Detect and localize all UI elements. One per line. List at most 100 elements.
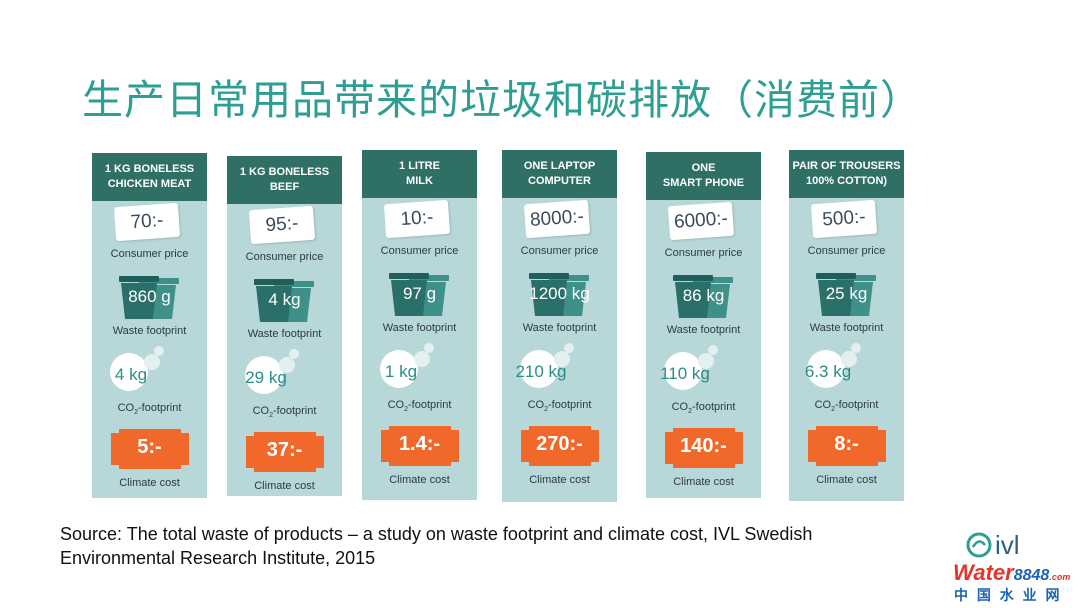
- co2-label-subscript: 2: [544, 406, 548, 414]
- co2-label-subscript: 2: [269, 412, 273, 420]
- product-card: 1 KG BONELESS CHICKEN MEAT 70:- Consumer…: [92, 153, 207, 498]
- co2-footprint-label: CO2-footprint: [227, 405, 342, 419]
- waste-footprint-label: Waste footprint: [522, 322, 597, 334]
- price-tag: 8000:-: [523, 199, 591, 239]
- co2-value: 29 kg: [245, 368, 287, 387]
- price-tag: 95:-: [248, 205, 316, 245]
- water-number-text: 8848: [1013, 567, 1050, 584]
- consumer-price-label: Consumer price: [110, 248, 189, 260]
- co2-value: 1 kg: [384, 362, 418, 381]
- waste-bin-icon: [816, 273, 876, 316]
- product-card: PAIR OF TROUSERS 100% COTTON) 500:- Cons…: [789, 150, 904, 501]
- product-name-line2: SMART PHONE: [662, 177, 745, 189]
- source-line-2: Environmental Research Institute, 2015: [60, 548, 376, 568]
- co2-footprint-label: CO2-footprint: [646, 401, 761, 415]
- co2-footprint-label: CO2-footprint: [789, 399, 904, 413]
- climate-cost-value: 1.4:-: [398, 433, 441, 455]
- consumer-price-label: Consumer price: [664, 247, 743, 259]
- climate-cost-label: Climate cost: [119, 477, 180, 489]
- co2-label-subscript: 2: [831, 406, 835, 414]
- co2-label-prefix: CO: [117, 402, 135, 414]
- product-header: 1 LITRE MILK: [362, 150, 477, 198]
- co2-cloud-icon: [380, 343, 434, 388]
- co2-footprint-label: CO2-footprint: [92, 402, 207, 416]
- co2-cloud-icon: [664, 345, 718, 390]
- source-citation: Source: The total waste of products – a …: [60, 522, 812, 570]
- product-name-line1: 1 LITRE: [399, 160, 440, 172]
- page-title: 生产日常用品带来的垃圾和碳排放（消费前）: [82, 76, 922, 124]
- co2-label-suffix: -footprint: [407, 399, 452, 411]
- waste-value: 25 kg: [825, 284, 868, 303]
- product-header: 1 KG BONELESS CHICKEN MEAT: [92, 153, 207, 201]
- co2-value: 210 kg: [515, 362, 567, 381]
- co2-label-subscript: 2: [688, 408, 692, 416]
- climate-cost-badge: [111, 429, 189, 469]
- product-name-line1: ONE: [691, 162, 716, 174]
- waste-footprint-label: Waste footprint: [666, 324, 741, 336]
- product-card: 1 LITRE MILK 10:- Consumer price 97 g Wa…: [362, 150, 477, 500]
- consumer-price-label: Consumer price: [807, 245, 886, 257]
- climate-cost-label: Climate cost: [529, 474, 590, 486]
- co2-cloud-icon: [110, 346, 164, 391]
- co2-label-prefix: CO: [387, 399, 405, 411]
- climate-cost-badge: [808, 426, 886, 466]
- product-header: ONE SMART PHONE: [646, 152, 761, 200]
- product-name-line1: PAIR OF TROUSERS: [792, 160, 901, 172]
- waste-footprint-label: Waste footprint: [809, 322, 884, 334]
- water-brand-text: Water: [953, 560, 1014, 585]
- climate-cost-badge: [246, 432, 324, 472]
- product-card: ONE LAPTOP COMPUTER 8000:- Consumer pric…: [502, 150, 617, 502]
- product-header: ONE LAPTOP COMPUTER: [502, 150, 617, 198]
- waste-footprint-label: Waste footprint: [112, 325, 187, 337]
- waste-footprint-label: Waste footprint: [247, 328, 322, 340]
- consumer-price-label: Consumer price: [380, 245, 459, 257]
- waste-footprint-label: Waste footprint: [382, 322, 457, 334]
- co2-footprint-label: CO2-footprint: [502, 399, 617, 413]
- waste-bin-icon: [673, 275, 733, 318]
- climate-cost-badge: [665, 428, 743, 468]
- climate-cost-value: 140:-: [680, 435, 727, 457]
- climate-cost-badge: [381, 426, 459, 466]
- climate-cost-value: 8:-: [834, 433, 859, 455]
- co2-cloud-icon: [520, 343, 574, 388]
- waste-bin-icon: [389, 273, 449, 316]
- waste-bin-icon: [119, 276, 179, 319]
- product-card: 1 KG BONELESS BEEF 95:- Consumer price 4…: [227, 156, 342, 496]
- climate-cost-value: 37:-: [266, 439, 303, 461]
- product-name-line2: BEEF: [269, 181, 300, 193]
- co2-label-subscript: 2: [404, 406, 408, 414]
- product-name-line2: MILK: [406, 175, 433, 187]
- product-name-line2: COMPUTER: [528, 175, 591, 187]
- product-name-line1: 1 KG BONELESS: [239, 166, 330, 178]
- waste-bin-icon: [254, 279, 314, 322]
- climate-cost-label: Climate cost: [254, 480, 315, 492]
- co2-label-suffix: -footprint: [272, 405, 317, 417]
- ivl-logo-text: ivl: [995, 530, 1020, 560]
- co2-cloud-icon: [807, 343, 861, 388]
- waste-value: 86 kg: [682, 286, 725, 305]
- product-name-line2: 100% COTTON): [805, 175, 888, 187]
- climate-cost-value: 5:-: [137, 436, 162, 458]
- product-header: 1 KG BONELESS BEEF: [227, 156, 342, 204]
- source-line-1: Source: The total waste of products – a …: [60, 524, 813, 544]
- ivl-logo: ivl: [966, 530, 1020, 560]
- co2-label-prefix: CO: [252, 405, 270, 417]
- price-tag: 500:-: [810, 199, 878, 239]
- product-name-line2: CHICKEN MEAT: [107, 178, 192, 190]
- co2-value: 110 kg: [660, 364, 710, 383]
- co2-label-subscript: 2: [134, 409, 138, 417]
- climate-cost-label: Climate cost: [673, 476, 734, 488]
- co2-footprint-label: CO2-footprint: [362, 399, 477, 413]
- co2-value: 4 kg: [114, 365, 148, 384]
- climate-cost-value: 270:-: [536, 433, 583, 455]
- consumer-price-label: Consumer price: [245, 251, 324, 263]
- co2-cloud-icon: [245, 349, 299, 394]
- co2-label-prefix: CO: [814, 399, 832, 411]
- waste-value: 97 g: [402, 284, 437, 303]
- climate-cost-badge: [521, 426, 599, 466]
- co2-label-suffix: -footprint: [547, 399, 592, 411]
- water8848-logo: Water8848.com 中 国 水 业 网: [950, 560, 1075, 605]
- co2-label-suffix: -footprint: [137, 402, 182, 414]
- price-tag: 6000:-: [667, 201, 735, 241]
- climate-cost-label: Climate cost: [816, 474, 877, 486]
